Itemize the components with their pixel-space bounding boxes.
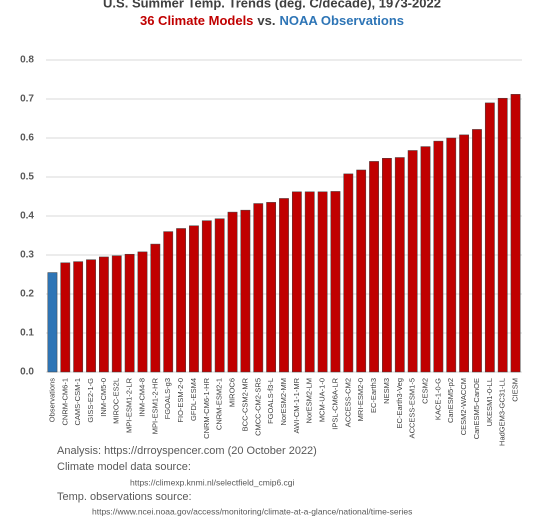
x-tick-label: NorESM2-MM <box>279 378 288 426</box>
annotation: Temp. observations source: <box>57 491 192 503</box>
bar <box>420 146 431 373</box>
x-tick-label: HadGEM3-GC31-LL <box>498 378 507 446</box>
y-tick-label: 0.3 <box>20 250 34 261</box>
x-tick-label: CESM2-WACCM <box>459 378 468 435</box>
bar <box>459 134 469 373</box>
x-tick-label: MIROC6 <box>228 378 237 407</box>
x-tick-label: CESM2 <box>420 378 429 404</box>
bar <box>137 251 148 373</box>
x-tick-label: MPI-ESM1-2-LR <box>125 377 134 433</box>
x-tick-label: CNRM-CM6-1-HR <box>202 377 211 438</box>
y-tick-label: 0.4 <box>20 211 34 222</box>
x-tick-label: CNRM-CM6-1 <box>60 378 69 426</box>
bar <box>86 259 96 373</box>
y-tick-label: 0.5 <box>20 172 34 183</box>
x-tick-label: CanESM5-CanOE <box>472 378 481 439</box>
x-tick-label: CanESM5-p2 <box>446 378 455 423</box>
x-tick-label: CIESM <box>511 378 520 402</box>
x-tick-label: IPSL-CM6A-LR <box>330 377 339 429</box>
subtitle-part: NOAA Observations <box>280 13 405 28</box>
bar <box>291 191 302 373</box>
x-tick-label: MRI-ESM2-0 <box>356 378 365 421</box>
annotation: Analysis: https://drroyspencer.com (20 O… <box>57 445 317 457</box>
bar <box>227 211 238 373</box>
bar <box>124 253 135 373</box>
annotation: https://www.ncei.noaa.gov/access/monitor… <box>92 506 412 516</box>
bar <box>279 198 289 373</box>
y-tick-label: 0.2 <box>20 289 34 300</box>
x-tick-label: FIO-ESM-2-0 <box>176 378 185 423</box>
x-tick-label: ACCESS-CM2 <box>343 378 352 427</box>
bar <box>47 272 58 373</box>
chart-subtitle: 36 Climate Models vs. NOAA Observations <box>140 13 404 28</box>
bar <box>111 255 122 373</box>
x-tick-label: EC-Earth3-Veg <box>395 378 404 428</box>
x-tick-label: EC-Earth3 <box>369 378 378 413</box>
x-tick-label: MIROC-ES2L <box>112 378 121 424</box>
bar <box>189 225 199 373</box>
x-tick-label: UKESM1-0-LL <box>485 378 494 426</box>
x-tick-label: GISS-E2-1-G <box>86 378 95 423</box>
bar <box>201 220 212 373</box>
bar <box>150 243 161 373</box>
x-tick-label: CMCC-CM2-SR5 <box>253 378 262 436</box>
x-tick-label: Observations <box>47 378 56 422</box>
bar <box>317 191 328 373</box>
bar <box>176 228 186 373</box>
y-tick-label: 0.6 <box>20 133 34 144</box>
bar <box>356 169 367 373</box>
bar <box>99 256 109 373</box>
x-tick-label: CNRM-ESM2-1 <box>215 378 224 430</box>
x-tick-label: KACE-1-0-G <box>433 378 442 420</box>
bar <box>214 218 225 373</box>
x-tick-label: FGOALS-g3 <box>163 378 172 419</box>
chart-title: U.S. Summer Temp. Trends (deg. C/decade)… <box>103 0 441 10</box>
x-tick-label: FGOALS-f3-L <box>266 378 275 424</box>
bar <box>369 161 379 373</box>
bar <box>394 157 405 373</box>
bar <box>510 94 521 373</box>
x-tick-label: NESM3 <box>382 378 391 404</box>
x-tick-label: ACCESS-ESM1-5 <box>408 378 417 438</box>
subtitle-part: vs. <box>257 13 275 28</box>
bar <box>163 231 174 373</box>
x-tick-label: NorESM2-LM <box>305 378 314 423</box>
bar <box>73 261 84 373</box>
annotation: https://climexp.knmi.nl/selectfield_cmip… <box>130 477 295 487</box>
x-tick-label: MCM-UA-1-0 <box>318 378 327 422</box>
bar <box>330 191 341 373</box>
x-tick-label: CAMS-CSM-1 <box>73 378 82 426</box>
annotation: Climate model data source: <box>57 461 191 473</box>
y-tick-label: 0.1 <box>20 328 34 339</box>
x-tick-label: AWI-CM-1-1-MR <box>292 377 301 433</box>
x-tick-label: GFDL-ESM4 <box>189 378 198 421</box>
bar <box>253 203 264 373</box>
x-tick-label: BCC-CSM2-MR <box>240 377 249 431</box>
bar <box>446 137 457 373</box>
bar <box>484 102 495 373</box>
y-tick-label: 0.7 <box>20 94 34 105</box>
bar <box>407 150 418 373</box>
x-tick-label: MPI-ESM1-2-HR <box>150 377 159 434</box>
x-tick-label: INM-CM5-0 <box>99 378 108 417</box>
y-tick-label: 0.0 <box>20 367 34 378</box>
bar <box>60 262 71 373</box>
bar <box>382 158 392 373</box>
bar <box>497 97 508 373</box>
bar <box>266 202 277 373</box>
bar <box>472 129 482 373</box>
subtitle-part: 36 Climate Models <box>140 13 253 28</box>
bar <box>304 191 315 373</box>
bar <box>343 173 354 373</box>
bar <box>433 140 444 373</box>
bar <box>240 209 251 373</box>
x-tick-label: INM-CM4-8 <box>137 378 146 417</box>
y-tick-label: 0.8 <box>20 55 34 66</box>
